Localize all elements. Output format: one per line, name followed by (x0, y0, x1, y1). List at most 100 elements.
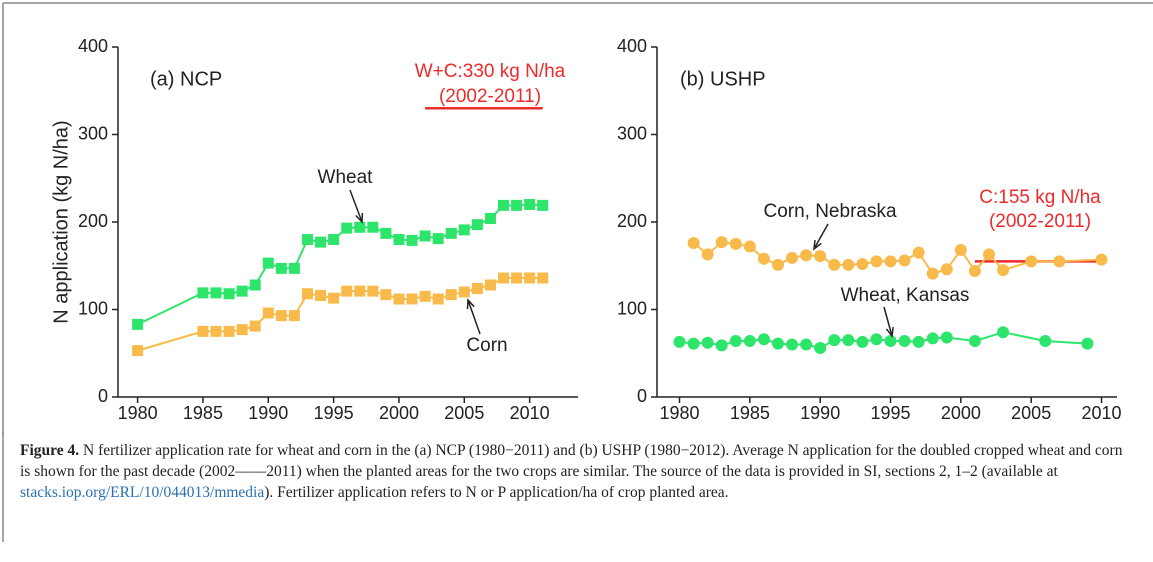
marker (328, 292, 340, 304)
reference-label: (2002-2011) (989, 211, 1091, 232)
marker (884, 335, 897, 347)
x-tick-label: 1980 (118, 403, 158, 423)
x-tick-label: 1985 (183, 403, 223, 423)
marker (445, 227, 457, 239)
arrow-head (813, 239, 822, 251)
marker (393, 234, 405, 245)
marker (715, 236, 728, 249)
marker (484, 279, 496, 291)
marker (210, 325, 222, 337)
marker (757, 333, 770, 346)
marker (701, 248, 714, 261)
marker (498, 272, 510, 284)
arrow-head (885, 326, 894, 338)
marker (814, 250, 827, 263)
y-tick-label: 400 (617, 36, 647, 56)
marker (870, 333, 883, 346)
marker (432, 293, 444, 305)
marker (471, 219, 483, 231)
marker (223, 288, 235, 300)
marker (524, 272, 536, 284)
x-tick-label: 2005 (444, 403, 484, 423)
figure-label: Figure 4. (20, 442, 80, 459)
annotation-arrow (813, 223, 829, 250)
marker (870, 255, 883, 268)
marker (301, 288, 313, 300)
y-tick-label: 200 (78, 211, 108, 231)
marker (673, 335, 686, 348)
marker (856, 335, 869, 348)
marker (419, 230, 431, 242)
panel-title: (b) USHP (680, 68, 766, 90)
arrow-head (355, 212, 364, 224)
y-tick-label: 100 (78, 298, 108, 318)
series-label: Corn, Nebraska (763, 201, 896, 222)
series-label: Wheat (318, 167, 374, 188)
marker (511, 272, 523, 284)
marker (1095, 253, 1108, 266)
y-tick-label: 300 (617, 123, 647, 143)
x-tick-label: 1980 (659, 403, 699, 423)
marker (367, 285, 379, 297)
marker (997, 326, 1010, 339)
y-tick-label: 400 (78, 36, 108, 56)
panel-title: (a) NCP (150, 68, 222, 90)
marker (687, 337, 700, 350)
marker (262, 307, 274, 319)
marker (315, 236, 327, 248)
frame-left-lower (2, 432, 4, 542)
marker (132, 345, 144, 357)
arrow-head (466, 298, 475, 310)
series-label: Wheat, Kansas (841, 285, 970, 306)
x-tick-label: 2010 (1082, 403, 1122, 423)
x-tick-label: 1990 (248, 403, 288, 423)
marker (729, 237, 742, 250)
x-tick-label: 2000 (379, 403, 419, 423)
y-tick-label: 0 (637, 386, 647, 406)
marker (842, 334, 855, 347)
caption: Figure 4. N fertilizer application rate … (20, 440, 1130, 503)
marker (1025, 255, 1038, 268)
marker (301, 234, 313, 245)
marker (743, 240, 756, 253)
reference-label: W+C:330 kg N/ha (415, 61, 566, 82)
marker (968, 335, 981, 347)
marker (786, 251, 799, 264)
y-axis-title: N application (kg N/ha) (50, 120, 72, 323)
marker (341, 285, 353, 297)
marker (197, 325, 209, 337)
marker (926, 332, 939, 345)
x-tick-label: 1995 (870, 403, 910, 423)
marker (1039, 335, 1052, 347)
marker (341, 222, 353, 234)
marker (982, 248, 995, 261)
annotation-arrow (349, 189, 363, 223)
marker (1053, 255, 1066, 268)
marker (954, 244, 967, 256)
y-tick-label: 0 (98, 386, 108, 406)
marker (471, 283, 483, 294)
marker (828, 334, 841, 347)
marker (743, 335, 756, 347)
annotation-arrow (467, 299, 481, 335)
marker (511, 199, 523, 211)
marker (354, 285, 366, 297)
marker (249, 279, 261, 291)
marker (786, 338, 799, 351)
marker (315, 290, 327, 301)
caption-link[interactable]: stacks.iop.org/ERL/10/044013/mmedia (20, 484, 265, 501)
caption-text: N fertilizer application rate for wheat … (20, 442, 1123, 480)
marker (537, 272, 549, 284)
marker (537, 199, 549, 211)
x-tick-label: 2005 (1011, 403, 1051, 423)
marker (912, 246, 925, 259)
series-line (137, 203, 543, 326)
marker (380, 227, 392, 239)
marker (210, 287, 222, 299)
marker (898, 254, 911, 267)
marker (223, 325, 235, 337)
marker (132, 318, 144, 330)
marker (249, 320, 261, 332)
marker (757, 252, 770, 265)
